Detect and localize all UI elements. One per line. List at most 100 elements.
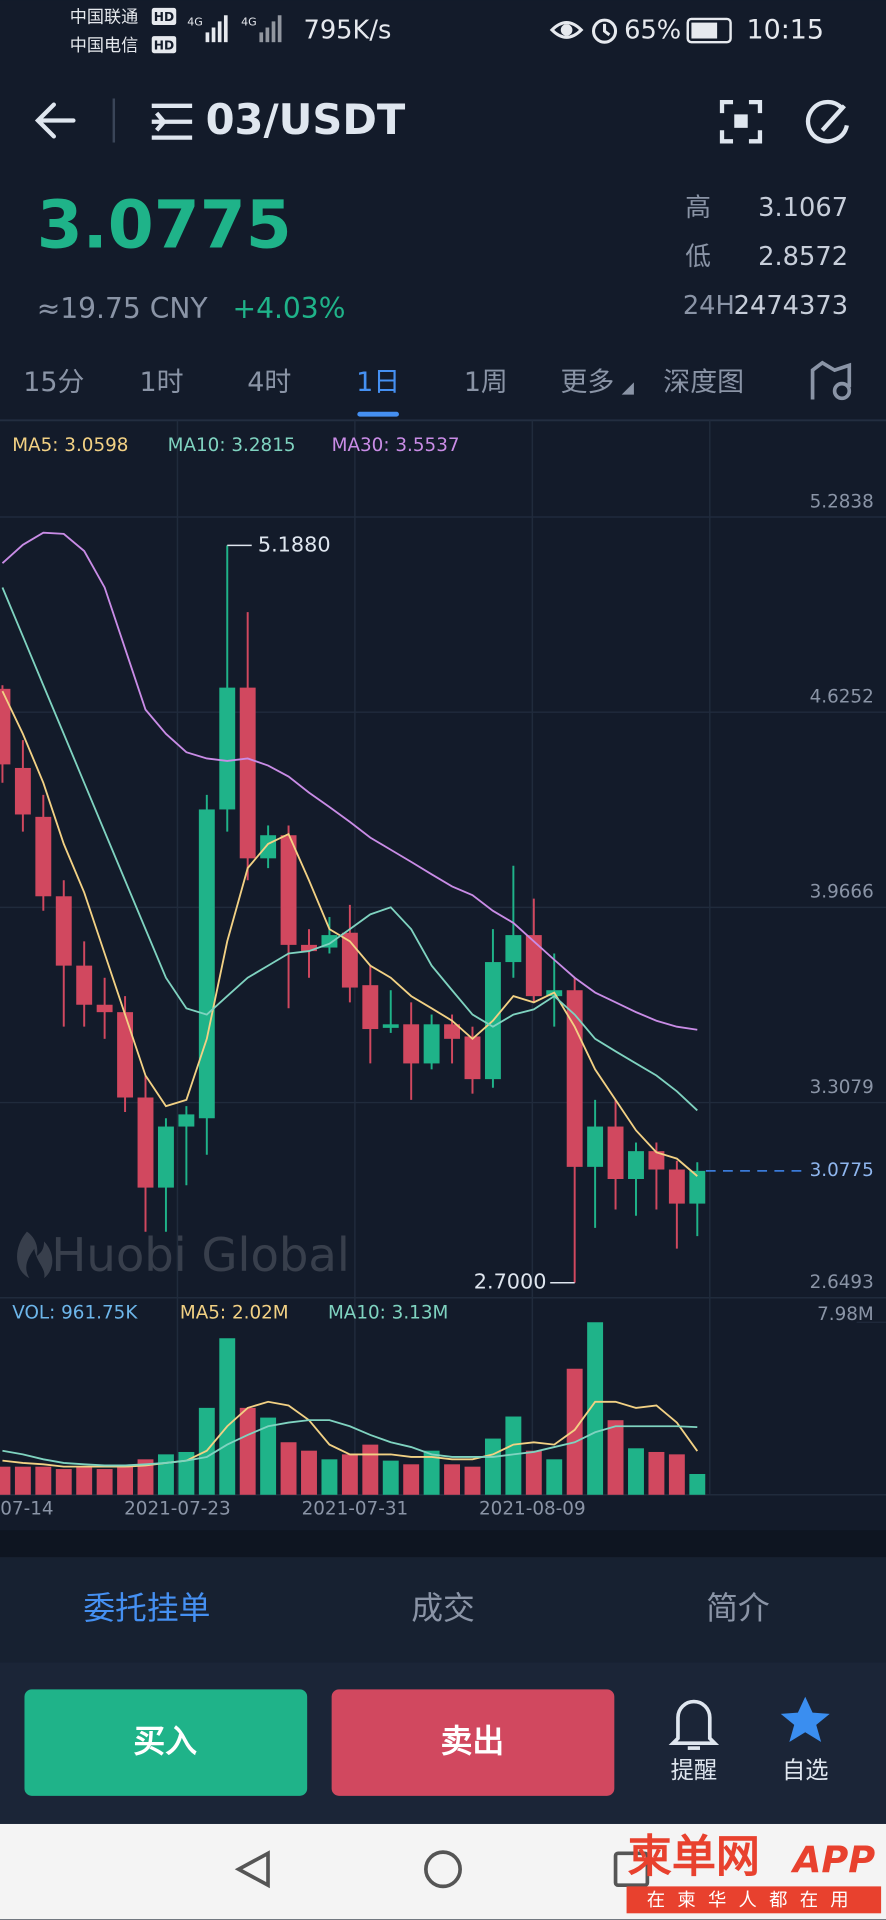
candle-body — [587, 1126, 604, 1167]
settings-button[interactable] — [810, 360, 852, 401]
price-change: +4.03% — [233, 292, 346, 325]
volume-tick-label: 7.98M — [817, 1304, 874, 1325]
order-tab[interactable]: 简介 — [706, 1589, 770, 1627]
battery-level: 65% — [624, 16, 681, 46]
volume-bar — [668, 1454, 685, 1495]
x-tick-label: 2021-07-23 — [124, 1498, 231, 1519]
volume-bar — [362, 1444, 379, 1495]
volume-bar — [321, 1459, 338, 1495]
y-tick-label: 3.3079 — [810, 1077, 874, 1098]
x-tick-label: 2021-07-31 — [302, 1498, 409, 1519]
candle-body — [137, 1097, 154, 1188]
volume-bar — [137, 1459, 154, 1495]
volume-bar — [260, 1417, 277, 1495]
hd-badge — [151, 36, 177, 54]
volume-bar — [444, 1464, 461, 1495]
volume-bar — [382, 1460, 399, 1495]
volume-bar — [403, 1464, 420, 1495]
fullscreen-button[interactable] — [719, 100, 763, 144]
candle-body — [14, 767, 31, 815]
nav-home[interactable] — [424, 1850, 462, 1889]
pair-title[interactable]: 03/USDT — [206, 95, 406, 144]
candle-body — [76, 965, 93, 1005]
order-tab-bar — [0, 1557, 886, 1663]
nav-back[interactable] — [234, 1850, 270, 1889]
candle-body — [260, 835, 277, 859]
volume-bar — [607, 1420, 624, 1495]
volume-bar — [546, 1459, 563, 1495]
high-label: 高 — [685, 193, 711, 223]
volume-bar — [341, 1454, 358, 1495]
alert-label: 提醒 — [671, 1757, 718, 1784]
alarm-icon — [591, 18, 618, 44]
volume-bar — [689, 1473, 706, 1495]
band — [0, 1530, 886, 1558]
min-label: 2.7000 — [474, 1270, 547, 1294]
candle-body — [628, 1151, 644, 1180]
order-tab[interactable]: 委托挂单 — [83, 1589, 210, 1627]
volume-bar — [587, 1322, 604, 1495]
candle-body — [668, 1169, 685, 1204]
volume-bar — [239, 1407, 256, 1495]
volume-bar — [178, 1451, 195, 1495]
sell-label: 卖出 — [441, 1722, 505, 1760]
alert-button[interactable] — [668, 1699, 720, 1750]
candle-body — [382, 1024, 399, 1028]
buy-button[interactable] — [24, 1689, 308, 1796]
candle-body — [403, 1024, 420, 1064]
high-value: 3.1067 — [758, 193, 848, 223]
interval-tab[interactable]: 15分 — [23, 367, 84, 398]
volume-bar — [35, 1466, 52, 1495]
candle-body — [362, 985, 379, 1030]
interval-tabs: 15分 1时 4时 1日 1周 更多 深度图 — [23, 367, 744, 417]
order-tab[interactable]: 成交 — [411, 1589, 475, 1627]
net-speed: 795K/s — [303, 16, 391, 46]
y-tick-label: 5.2838 — [810, 491, 874, 512]
network: 4G — [187, 16, 203, 29]
candle-body — [117, 1012, 134, 1098]
candle-body — [301, 944, 317, 952]
candle-body — [280, 835, 297, 945]
ma-line — [2, 1419, 698, 1467]
volume-bar — [76, 1466, 93, 1495]
dropdown-caret — [621, 382, 634, 395]
ma-line — [1, 690, 698, 1177]
site-slogan: 在柬华人都在用 — [647, 1890, 861, 1911]
volume-bar — [423, 1450, 440, 1495]
ma-line — [1, 587, 698, 1112]
volume-bar — [566, 1368, 583, 1495]
candle-body — [239, 687, 256, 859]
watermark: Huobi Global — [51, 1228, 349, 1282]
x-tick-label: 07-14 — [0, 1498, 53, 1519]
interval-tab[interactable]: 更多 — [560, 367, 614, 398]
interval-tab[interactable]: 4时 — [247, 367, 291, 398]
volume-bar — [301, 1450, 317, 1495]
volume-bar — [96, 1469, 113, 1495]
interval-tab[interactable]: 1日 — [356, 367, 400, 398]
sell-button[interactable] — [331, 1689, 615, 1796]
volume-bar — [525, 1450, 542, 1495]
volume-label: 24H — [683, 291, 735, 321]
interval-tab[interactable]: 1周 — [464, 367, 508, 398]
volume-bar — [628, 1448, 644, 1495]
candle-body — [96, 1004, 113, 1013]
menu-icon[interactable] — [151, 103, 193, 140]
nav-recent[interactable] — [613, 1851, 650, 1887]
candle-body — [0, 688, 11, 765]
last-price-label: 3.0775 — [810, 1160, 874, 1181]
back-button[interactable] — [34, 102, 76, 139]
favorite-label: 自选 — [782, 1757, 829, 1784]
clock: 10:15 — [746, 15, 824, 46]
volume-value: 2474373 — [734, 291, 848, 321]
background — [0, 0, 886, 1531]
candle-body — [689, 1170, 706, 1204]
ma-line — [2, 1400, 699, 1468]
interval-tab[interactable]: 1时 — [140, 367, 184, 398]
interval-tab[interactable]: 深度图 — [663, 367, 744, 398]
volume-bar — [505, 1416, 522, 1495]
last-price: 3.0775 — [37, 186, 292, 263]
candle-body — [607, 1126, 624, 1180]
favorite-button[interactable] — [780, 1696, 830, 1742]
share-button[interactable] — [805, 99, 849, 144]
battery-icon — [686, 17, 732, 44]
